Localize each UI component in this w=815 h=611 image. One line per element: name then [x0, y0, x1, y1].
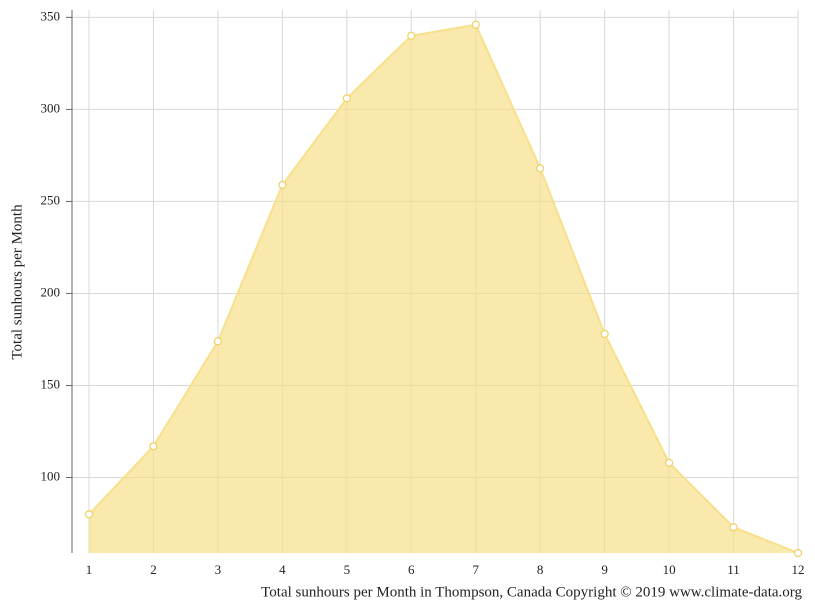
x-tick-label: 1 [86, 562, 93, 577]
x-tick-label: 6 [408, 562, 415, 577]
x-tick-label: 10 [663, 562, 676, 577]
y-tick-label: 200 [41, 284, 61, 299]
x-tick-label: 3 [215, 562, 222, 577]
x-tick-label: 2 [150, 562, 157, 577]
point [84, 510, 94, 519]
y-axis-label: Total sunhours per Month [9, 204, 25, 360]
point [536, 164, 545, 173]
point [342, 94, 351, 103]
point [664, 458, 674, 467]
area [89, 24, 798, 554]
y-tick-label: 250 [41, 192, 61, 207]
point [213, 337, 223, 346]
x-tick-label: 5 [344, 562, 351, 577]
x-tick-label: 12 [792, 562, 805, 577]
point [471, 20, 480, 29]
y-tick-label: 150 [41, 376, 61, 391]
point [278, 180, 287, 189]
y-tick-label: 100 [41, 469, 61, 484]
x-tick-label: 4 [279, 562, 286, 577]
point [793, 548, 803, 558]
point [600, 329, 609, 339]
x-tick-label: 8 [537, 562, 544, 577]
x-tick-label: 9 [601, 562, 608, 577]
point [729, 523, 738, 532]
line [88, 23, 799, 554]
point [149, 442, 158, 451]
x-tick-label: 11 [727, 562, 740, 577]
y-tick-label: 350 [41, 8, 61, 23]
y-tick-label: 300 [41, 100, 61, 115]
point [407, 31, 416, 40]
caption: Total sunhours per Month in Thompson, Ca… [261, 584, 802, 600]
x-tick-label: 7 [472, 562, 479, 577]
